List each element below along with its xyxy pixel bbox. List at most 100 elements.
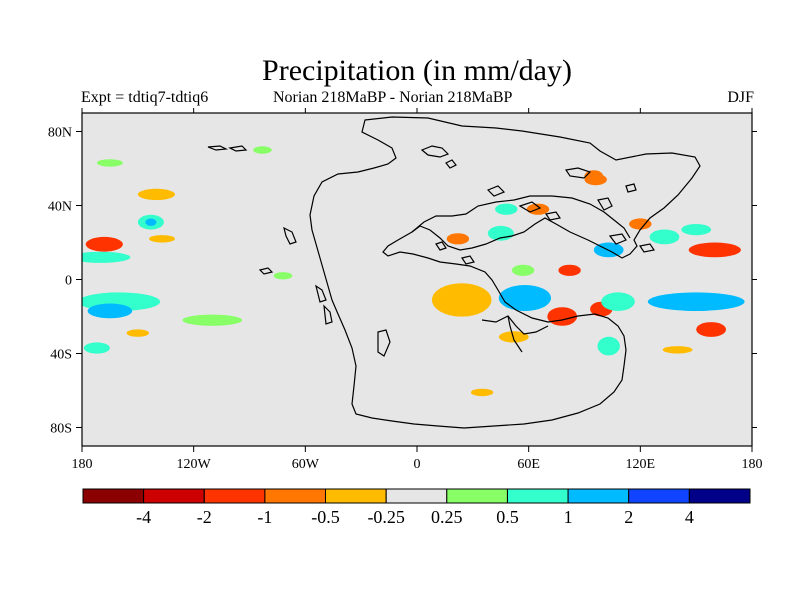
region-equatorial-wet bbox=[511, 264, 535, 276]
colorbar-label: -1 bbox=[257, 507, 272, 527]
colorbar bbox=[82, 488, 751, 504]
region-south-america-dry-ring bbox=[431, 283, 492, 317]
island-west-3 bbox=[323, 304, 333, 325]
island-east-4 bbox=[639, 243, 655, 253]
y-tick-label: 80N bbox=[48, 126, 72, 141]
island-west-1 bbox=[283, 226, 297, 245]
island-east-2 bbox=[625, 183, 637, 193]
island-west-2 bbox=[315, 284, 327, 303]
axis-ticks bbox=[76, 108, 757, 452]
inland-rift bbox=[481, 315, 549, 335]
island-arctic-2 bbox=[445, 159, 457, 169]
colorbar-swatch bbox=[628, 488, 690, 504]
colorbar-swatch bbox=[325, 488, 387, 504]
island-tethys-5 bbox=[435, 241, 447, 251]
region-east-asia-dry bbox=[629, 218, 652, 230]
colorbar-swatch bbox=[446, 488, 508, 504]
colorbar-label: 2 bbox=[624, 507, 633, 527]
region-pacific-east-wet bbox=[647, 292, 745, 312]
region-pacific-east-dry bbox=[696, 322, 726, 337]
island-tethys-3 bbox=[545, 211, 561, 221]
region-north-pacific-south bbox=[149, 235, 175, 243]
colorbar-swatch bbox=[567, 488, 630, 504]
region-east-asia-coast-wet bbox=[649, 229, 680, 245]
experiment-label: Expt = tdtiq7-tdtiq6 bbox=[81, 89, 209, 106]
region-north-pacific-core bbox=[145, 218, 157, 226]
y-tick-label: 40S bbox=[50, 348, 72, 363]
region-africa-dry bbox=[547, 307, 578, 326]
colorbar-label: -4 bbox=[136, 507, 151, 527]
period-label: Norian 218MaBP - Norian 218MaBP bbox=[273, 89, 513, 106]
contour-regions bbox=[82, 146, 745, 397]
colorbar-label: -0.5 bbox=[311, 507, 340, 527]
y-tick-label: 40N bbox=[48, 200, 72, 215]
island-pacific-1 bbox=[207, 145, 229, 151]
island-south-1 bbox=[377, 329, 391, 357]
colorbar-label: -2 bbox=[197, 507, 212, 527]
pangaea-coastline bbox=[309, 116, 701, 429]
colorbar-swatch bbox=[507, 488, 569, 504]
colorbar-label: 4 bbox=[685, 507, 694, 527]
region-west-pacific-dry bbox=[688, 242, 741, 258]
region-australia-wet bbox=[601, 292, 635, 312]
region-tethys-north-wet bbox=[495, 203, 518, 215]
colorbar-swatch bbox=[203, 488, 266, 504]
colorbar-label: 0.25 bbox=[431, 507, 463, 527]
region-pacific-south-dry bbox=[662, 346, 693, 354]
region-north-pacific-west-band bbox=[82, 251, 131, 263]
island-pacific-2 bbox=[228, 145, 248, 152]
region-africa-wet bbox=[498, 285, 551, 311]
x-tick-label: 0 bbox=[414, 457, 421, 472]
x-tick-label: 60W bbox=[292, 457, 320, 472]
island-arctic bbox=[420, 145, 450, 158]
colorbar-swatch bbox=[264, 488, 326, 504]
colorbar-label: 0.5 bbox=[496, 507, 519, 527]
region-north-pacific-arc bbox=[137, 188, 175, 200]
map-background bbox=[82, 113, 752, 446]
region-australia-south-wet bbox=[597, 336, 620, 356]
colorbar-labels: -4 -2 -1 -0.5 -0.25 0.25 0.5 1 2 4 bbox=[136, 507, 694, 527]
colorbar-swatch bbox=[385, 488, 448, 504]
axis-tick-labels: 180 120W 60W 0 60E 120E 180 80N 40N 0 40S 80S bbox=[48, 126, 763, 473]
season-label: DJF bbox=[727, 89, 754, 106]
colorbar-swatch bbox=[82, 488, 145, 504]
region-south-pacific-east bbox=[182, 314, 243, 326]
region-south-ocean-dry bbox=[470, 388, 494, 397]
island-south-2 bbox=[258, 267, 274, 275]
island-east-1 bbox=[597, 197, 613, 211]
colorbar-label: -0.25 bbox=[367, 507, 405, 527]
colorbar-label: 1 bbox=[564, 507, 573, 527]
x-tick-label: 180 bbox=[742, 457, 763, 472]
x-tick-label: 180 bbox=[72, 457, 93, 472]
region-south-pacific-west bbox=[83, 342, 110, 354]
x-tick-label: 120W bbox=[177, 457, 212, 472]
region-antarctica-coast-dry bbox=[498, 331, 529, 343]
region-south-pacific-dry bbox=[126, 329, 149, 337]
tethys-coastline bbox=[411, 195, 631, 239]
x-tick-label: 120E bbox=[626, 457, 656, 472]
island-east-3 bbox=[608, 233, 627, 245]
colorbar-swatch bbox=[143, 488, 205, 504]
island-tethys-4 bbox=[461, 255, 475, 265]
page-title: Precipitation (in mm/day) bbox=[262, 54, 572, 87]
region-tethys-east-dry bbox=[446, 233, 470, 245]
region-equatorial-africa-dry bbox=[558, 264, 581, 276]
y-tick-label: 80S bbox=[50, 422, 72, 437]
coastlines bbox=[207, 116, 701, 429]
inland-rift-2 bbox=[507, 315, 523, 353]
y-tick-label: 0 bbox=[65, 274, 72, 289]
region-tethys-east-wet bbox=[487, 225, 514, 241]
region-tropical-atlantic-wet bbox=[273, 272, 293, 280]
region-west-pacific-wet bbox=[681, 224, 712, 236]
island-tethys-2 bbox=[518, 201, 542, 213]
island-tethys-1 bbox=[486, 185, 506, 197]
region-tropical-pacific-core bbox=[87, 303, 133, 319]
island-siberia bbox=[564, 167, 592, 179]
region-arctic-pacific bbox=[96, 159, 123, 167]
x-tick-label: 60E bbox=[517, 457, 540, 472]
region-north-asia-dry bbox=[584, 170, 604, 182]
region-arctic-atlantic bbox=[253, 146, 272, 154]
region-north-pacific-west bbox=[85, 236, 123, 252]
colorbar-swatch bbox=[688, 488, 751, 504]
